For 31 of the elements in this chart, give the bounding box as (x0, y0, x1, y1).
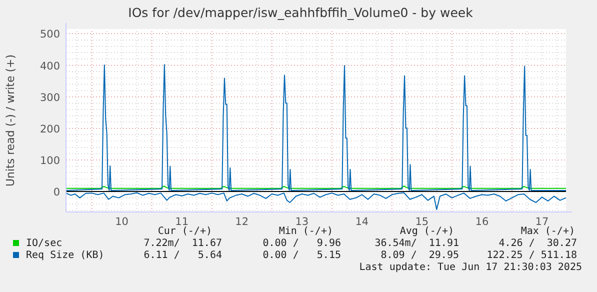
text: Min (-/+) (278, 226, 333, 237)
x-tick-label: 16 (475, 216, 489, 228)
x-tick-label: 15 (415, 216, 429, 228)
y-tick-label: 300 (40, 92, 60, 104)
text: 0.00 / 5.15 (262, 250, 341, 261)
text: 4.26 / 30.27 (498, 238, 577, 249)
legend-label: IO/sec (26, 238, 62, 249)
y-axis-title: Units read (-) / write (+) (4, 54, 17, 187)
legend-label: Req Size (KB) (26, 250, 104, 261)
text: 122.25 / 511.18 (486, 250, 577, 261)
y-tick-label: 400 (40, 60, 60, 72)
x-tick-label: 11 (175, 216, 189, 228)
text: 36.54m/ 11.91 (374, 238, 459, 249)
text: Avg (-/+) (400, 226, 454, 237)
text: Cur (-/+) (158, 226, 212, 237)
x-tick-label: 10 (115, 216, 129, 228)
text: 7.22m/ 11.67 (144, 238, 222, 249)
y-tick-label: 500 (40, 28, 60, 41)
text: Max (-/+) (520, 226, 575, 237)
y-tick-label: 200 (40, 123, 60, 136)
x-tick-label: 14 (355, 216, 369, 228)
y-tick-label: 100 (40, 154, 60, 167)
chart-title: IOs for /dev/mapper/isw_eahhfbffih_Volume0 - by week (128, 5, 474, 20)
text: 6.11 / 5.64 (144, 250, 222, 261)
text: Last update: Tue Jun 17 21:30:03 2025 (359, 262, 582, 273)
y-tick-label: 0 (53, 186, 60, 198)
text: 8.09 / 29.95 (380, 250, 459, 261)
x-tick-label: 17 (535, 216, 549, 228)
x-tick-label: 13 (295, 216, 309, 228)
text: 0.00 / 9.96 (262, 238, 341, 249)
x-tick-label: 12 (235, 216, 249, 228)
